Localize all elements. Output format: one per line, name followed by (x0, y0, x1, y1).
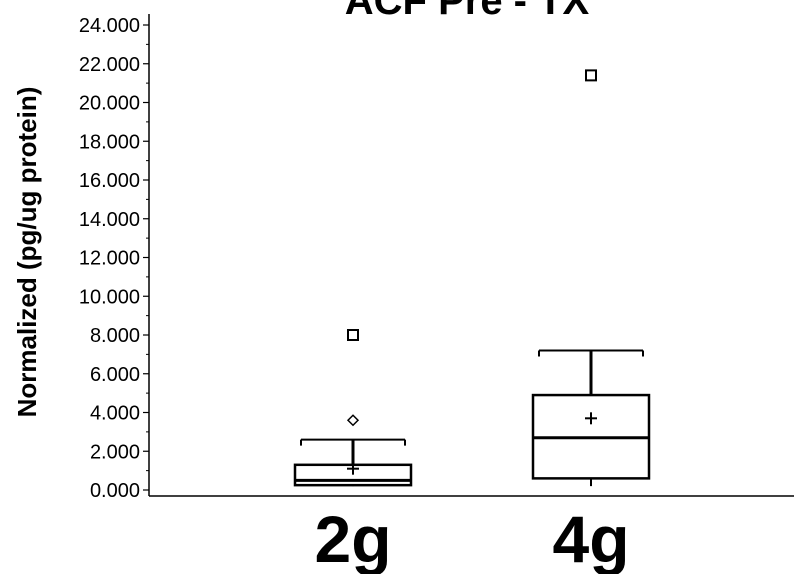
y-tick-label: 4.000 (90, 403, 140, 425)
y-tick-label: 18.000 (79, 131, 140, 153)
plot-area: 0.000 2.000 4.000 6.000 8.000 10.000 12.000 14.… (79, 14, 794, 574)
y-tick-label: 0.000 (90, 480, 140, 502)
x-tick-label: 2g (314, 502, 391, 574)
outlier-point (585, 69, 597, 82)
y-axis-label: Normalized (pg/ug protein) (12, 87, 42, 418)
y-tick-label: 14.000 (79, 209, 140, 231)
y-tick-label: 24.000 (79, 15, 140, 37)
outlier-point (347, 329, 359, 341)
y-tick-label: 2.000 (90, 441, 140, 463)
y-tick-label: 12.000 (79, 248, 140, 270)
y-tick-label: 10.000 (79, 286, 140, 308)
y-tick-label: 20.000 (79, 93, 140, 115)
chart-title: ACF Pre - TX (345, 0, 590, 23)
y-tick-label: 8.000 (90, 325, 140, 347)
y-tick-label: 6.000 (90, 364, 140, 386)
box-2g (293, 329, 413, 487)
y-tick-label: 22.000 (79, 54, 140, 76)
box-4g (531, 69, 651, 487)
y-tick-label: 16.000 (79, 170, 140, 192)
outlier-point (346, 414, 360, 427)
x-tick-label: 4g (552, 502, 629, 574)
